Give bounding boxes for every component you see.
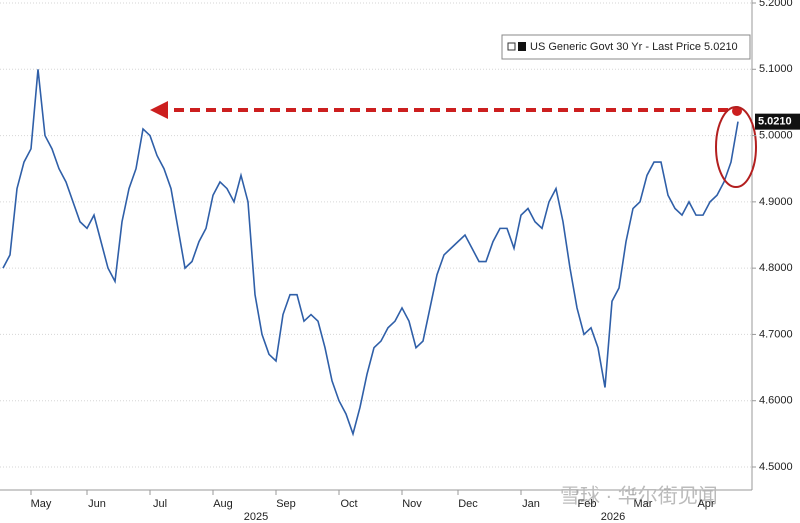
year-label: 2025 <box>244 511 268 523</box>
y-tick-label: 5.0000 <box>759 129 793 141</box>
y-tick-label: 4.7000 <box>759 328 793 340</box>
x-tick-label: Aug <box>213 498 233 510</box>
x-tick-label: Nov <box>402 498 422 510</box>
x-tick-label: Sep <box>276 498 296 510</box>
arrow-head <box>150 101 168 119</box>
y-tick-label: 4.5000 <box>759 461 793 473</box>
y-tick-label: 5.2000 <box>759 0 793 9</box>
legend-swatch <box>518 42 526 51</box>
legend-text: US Generic Govt 30 Yr - Last Price 5.021… <box>530 41 738 53</box>
year-label: 2026 <box>601 511 625 523</box>
plot-area <box>0 2 752 468</box>
y-tick-label: 4.6000 <box>759 395 793 407</box>
watermark: 雪球 · 华尔街见闻 <box>560 484 718 507</box>
x-tick-label: Jul <box>153 498 167 510</box>
highlight-ellipse <box>715 106 757 188</box>
x-tick-label: Jun <box>88 498 106 510</box>
y-tick-label: 4.8000 <box>759 262 793 274</box>
y-tick-label: 4.9000 <box>759 196 793 208</box>
y-tick-label: 5.1000 <box>759 63 793 75</box>
legend-icon <box>507 42 516 51</box>
x-tick-label: Oct <box>340 498 357 510</box>
x-tick-label: Dec <box>458 498 478 510</box>
x-tick-label: Jan <box>522 498 540 510</box>
last-price-box <box>755 113 800 130</box>
x-tick-label: Feb <box>578 498 597 510</box>
x-tick-label: Apr <box>697 498 714 510</box>
price-line <box>2 69 739 437</box>
legend-box <box>501 34 751 60</box>
x-tick-label: Mar <box>634 498 653 510</box>
x-tick-label: May <box>31 498 52 510</box>
last-price-label: 5.0210 <box>758 116 792 128</box>
